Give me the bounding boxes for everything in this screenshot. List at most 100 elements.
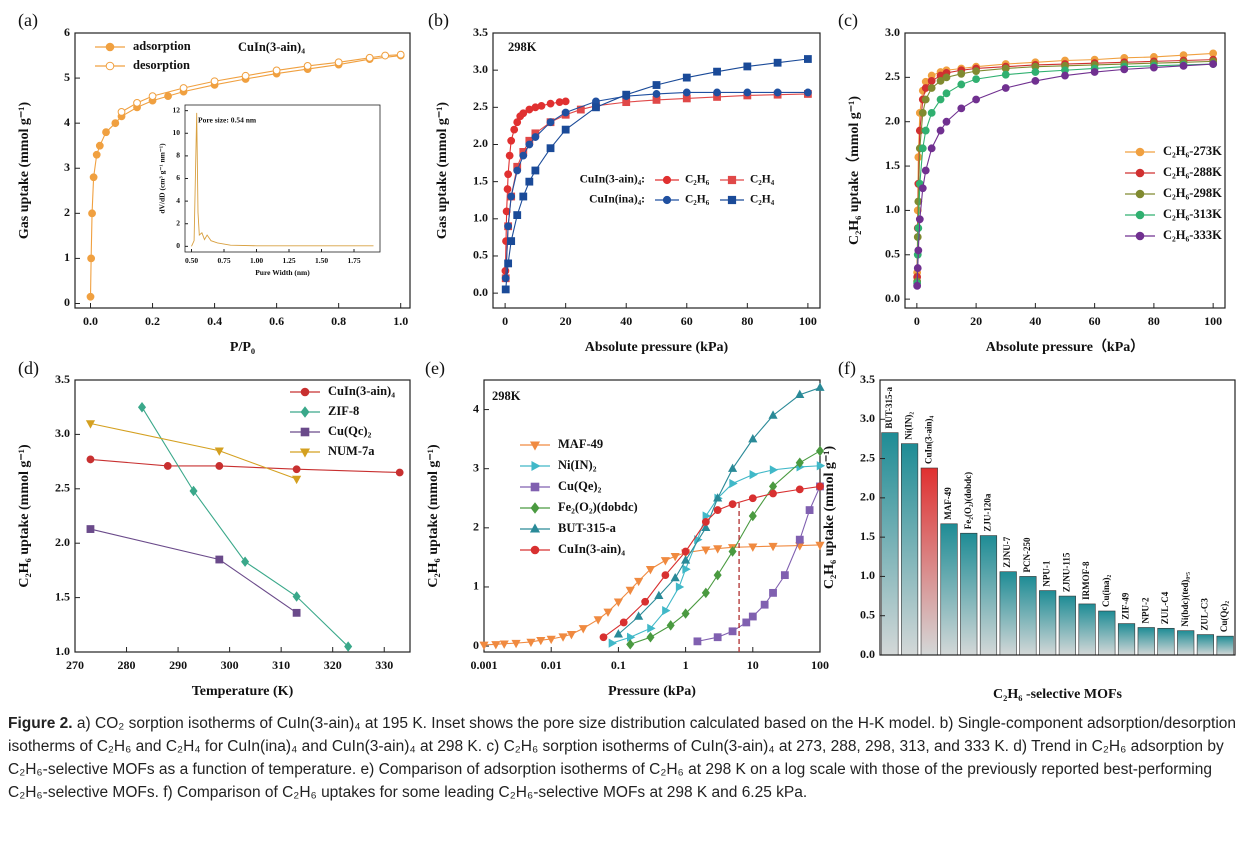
x-tick-label: 0.0 [83, 314, 98, 328]
marker [163, 462, 172, 470]
bar [1177, 630, 1195, 656]
legend-label: C₂H₆-273K [1163, 144, 1222, 158]
legend-label: ZIF-8 [328, 404, 359, 418]
bar-label: ZIF-49 [1121, 592, 1131, 620]
series-line [603, 485, 821, 638]
legend-label: Cu(Qe)₂ [558, 479, 602, 493]
marker [682, 88, 691, 97]
marker [241, 71, 250, 80]
x-tick-label: 0.001 [471, 658, 498, 672]
marker [921, 126, 930, 135]
marker [713, 493, 723, 502]
marker [505, 151, 514, 160]
bar-label: NPU-1 [1042, 560, 1052, 586]
annotation: 298K [492, 389, 521, 403]
x-tick-label: 0.50 [185, 256, 198, 265]
marker [957, 69, 966, 78]
y-tick-label: 2.0 [473, 136, 488, 150]
x-tick-label: 40 [620, 314, 632, 328]
marker [936, 77, 945, 85]
y-tick-label: 4 [176, 196, 180, 205]
marker [519, 151, 528, 160]
marker [85, 420, 96, 429]
marker [769, 588, 777, 597]
marker [701, 518, 710, 526]
x-tick-label: 80 [1148, 314, 1160, 328]
series-line [618, 387, 821, 635]
y-tick-label: 0 [176, 241, 180, 250]
marker [645, 565, 656, 575]
legend-marker [529, 441, 541, 451]
marker [773, 88, 782, 97]
bar [999, 571, 1017, 656]
marker [773, 58, 782, 67]
marker [546, 118, 555, 127]
x-tick-label: 10 [747, 658, 759, 672]
marker [660, 557, 670, 566]
marker [748, 510, 757, 522]
marker [743, 88, 752, 97]
marker [713, 633, 722, 642]
marker [815, 541, 825, 551]
y-tick-label: 1.0 [473, 211, 488, 225]
y-tick-label: 2.5 [473, 99, 488, 113]
marker [507, 237, 516, 246]
legend-marker [529, 523, 541, 533]
marker [504, 170, 513, 179]
bar [960, 532, 978, 656]
y-axis-label: C₂H₆ uptake (mmol g⁻¹) [426, 444, 441, 588]
bar-label: BUT-315-a [884, 386, 894, 428]
y-tick-label: 1 [473, 579, 479, 593]
bar-label: Ni(IN)₂ [904, 412, 914, 440]
marker [742, 618, 751, 627]
marker [681, 608, 690, 619]
marker [803, 55, 812, 63]
y-tick-label: 0.5 [860, 607, 875, 621]
marker [87, 254, 96, 263]
marker [491, 641, 501, 650]
x-tick-label: 1.25 [282, 256, 295, 265]
marker [117, 107, 126, 116]
marker [1149, 63, 1158, 72]
x-tick-label: 270 [66, 658, 84, 672]
bar [1058, 595, 1076, 656]
marker [913, 281, 922, 290]
marker [1031, 68, 1040, 76]
y-tick-label: 1.5 [885, 158, 900, 172]
marker [546, 144, 555, 153]
bar-label: NPU-2 [1140, 597, 1150, 623]
marker [634, 611, 644, 620]
legend-label: C₂H₆-333K [1163, 228, 1222, 242]
bar [1216, 635, 1234, 656]
plot-frame [74, 32, 411, 309]
legend-label: CuIn(3-ain)₄ [558, 542, 625, 556]
plot-frame [483, 379, 821, 653]
marker [164, 92, 172, 101]
legend-marker [300, 387, 310, 397]
x-tick-label: 100 [1204, 314, 1222, 328]
marker [769, 465, 779, 475]
marker [666, 620, 675, 631]
marker [148, 92, 157, 101]
marker [652, 90, 661, 98]
marker [701, 522, 711, 532]
marker [503, 185, 512, 193]
y-tick-label: 1 [64, 250, 70, 264]
marker [613, 598, 623, 607]
marker [561, 125, 570, 134]
marker [531, 133, 540, 141]
y-tick-label: 3.5 [473, 25, 488, 39]
marker [593, 616, 603, 625]
legend-label: adsorption [133, 39, 191, 53]
caption: Figure 2. a) CO₂ sorption isotherms of C… [8, 712, 1248, 804]
marker [805, 506, 814, 514]
bar-label: ZJNU-115 [1061, 552, 1071, 592]
marker [86, 292, 95, 301]
x-tick-label: 20 [560, 314, 572, 328]
marker [681, 555, 691, 564]
x-tick-label: 0.8 [331, 314, 346, 328]
panel-label: (d) [18, 358, 39, 379]
marker [918, 184, 927, 193]
marker [566, 631, 577, 640]
marker [914, 224, 923, 233]
